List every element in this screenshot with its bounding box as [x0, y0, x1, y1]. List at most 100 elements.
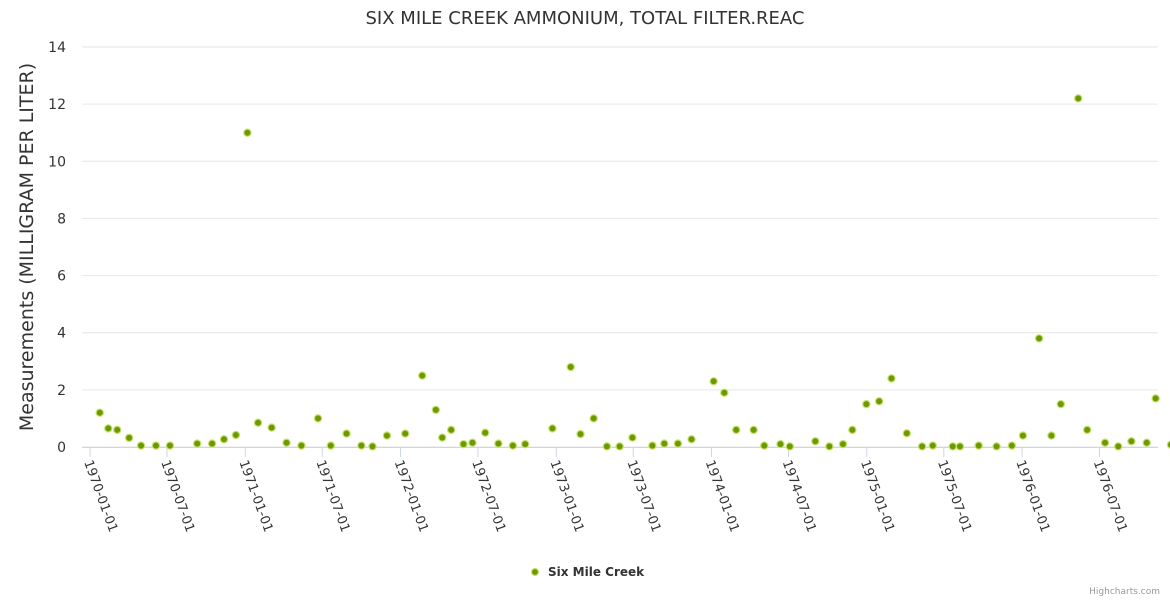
data-point[interactable]: [431, 405, 441, 415]
x-tick-label-11: 1975-07-01: [934, 458, 974, 534]
data-point[interactable]: [267, 423, 276, 432]
data-point[interactable]: [1142, 438, 1151, 447]
data-point[interactable]: [1047, 431, 1056, 440]
data-point[interactable]: [687, 435, 696, 444]
data-point[interactable]: [576, 429, 585, 439]
data-point[interactable]: [566, 362, 575, 372]
data-point[interactable]: [95, 408, 104, 417]
data-point[interactable]: [848, 425, 857, 435]
data-point[interactable]: [418, 371, 427, 380]
data-point[interactable]: [1082, 425, 1092, 435]
legend[interactable]: Six Mile Creek: [530, 565, 646, 579]
x-tick-label-3: 1971-07-01: [313, 458, 353, 534]
x-tick-label-2: 1971-01-01: [236, 458, 276, 534]
data-point[interactable]: [1151, 394, 1160, 403]
data-point[interactable]: [326, 441, 335, 450]
data-point[interactable]: [136, 441, 146, 450]
data-point[interactable]: [113, 425, 122, 435]
data-point[interactable]: [1007, 441, 1017, 450]
legend-marker[interactable]: [530, 567, 540, 577]
data-point[interactable]: [902, 429, 911, 438]
y-tick-label-3: 6: [57, 269, 66, 285]
data-point[interactable]: [785, 442, 795, 451]
data-point[interactable]: [709, 377, 718, 386]
data-point[interactable]: [165, 441, 175, 450]
data-point[interactable]: [648, 441, 657, 450]
data-point[interactable]: [297, 441, 306, 450]
data-point[interactable]: [1127, 437, 1136, 446]
data-point[interactable]: [1034, 334, 1044, 343]
data-point[interactable]: [368, 442, 377, 451]
data-point[interactable]: [811, 437, 820, 446]
data-point[interactable]: [887, 374, 896, 383]
data-point[interactable]: [401, 429, 410, 438]
data-point[interactable]: [615, 442, 624, 451]
data-point[interactable]: [602, 442, 612, 451]
data-point[interactable]: [207, 439, 217, 448]
data-point[interactable]: [760, 441, 769, 450]
data-point[interactable]: [955, 442, 965, 451]
data-point[interactable]: [825, 442, 834, 451]
data-point[interactable]: [1018, 431, 1028, 440]
data-point[interactable]: [313, 414, 323, 423]
data-point[interactable]: [874, 397, 884, 406]
data-point[interactable]: [974, 441, 983, 450]
data-point[interactable]: [992, 442, 1001, 451]
data-point[interactable]: [660, 439, 669, 448]
y-tick-label-1: 2: [57, 383, 66, 399]
data-point[interactable]: [342, 429, 351, 438]
data-point[interactable]: [494, 439, 503, 448]
data-point[interactable]: [459, 439, 468, 449]
chart-title: SIX MILE CREEK AMMONIUM, TOTAL FILTER.RE…: [366, 8, 805, 29]
data-point[interactable]: [357, 441, 366, 450]
legend-item-label[interactable]: Six Mile Creek: [548, 565, 645, 579]
data-point[interactable]: [481, 428, 490, 437]
data-point[interactable]: [438, 433, 447, 442]
data-point[interactable]: [589, 414, 598, 423]
data-point[interactable]: [776, 439, 785, 449]
data-point[interactable]: [1166, 440, 1170, 449]
data-point[interactable]: [468, 438, 477, 447]
data-point[interactable]: [862, 399, 871, 409]
data-point[interactable]: [732, 425, 741, 435]
data-point[interactable]: [219, 435, 229, 444]
x-axis: 1970-01-01 1970-07-01 1971-01-01 1971-07-01…: [80, 447, 1170, 534]
data-point[interactable]: [231, 430, 241, 440]
grid-lines: [82, 46, 1158, 448]
y-tick-label-6: 12: [48, 97, 66, 113]
data-point[interactable]: [151, 441, 161, 450]
data-point[interactable]: [838, 439, 848, 449]
data-point[interactable]: [628, 433, 637, 442]
data-point[interactable]: [720, 388, 729, 397]
data-point[interactable]: [382, 431, 392, 440]
data-point[interactable]: [104, 424, 113, 433]
x-tick-label-13: 1976-07-01: [1090, 458, 1130, 534]
x-tick-label-6: 1973-01-01: [546, 458, 586, 534]
data-point[interactable]: [673, 439, 683, 448]
data-point[interactable]: [124, 433, 134, 443]
data-point[interactable]: [749, 425, 758, 435]
data-point[interactable]: [243, 128, 252, 137]
data-point[interactable]: [508, 441, 518, 450]
data-point[interactable]: [1074, 94, 1083, 103]
y-tick-label-5: 10: [48, 154, 66, 170]
data-point[interactable]: [1114, 442, 1123, 451]
data-point[interactable]: [1100, 438, 1110, 447]
data-point[interactable]: [1056, 399, 1065, 409]
data-point[interactable]: [282, 438, 291, 447]
data-point[interactable]: [917, 442, 927, 451]
data-point[interactable]: [548, 424, 557, 433]
data-point[interactable]: [948, 442, 957, 451]
x-tick-label-8: 1974-01-01: [702, 458, 742, 534]
x-tick-label-4: 1972-01-01: [391, 458, 431, 534]
data-point[interactable]: [193, 439, 202, 448]
y-axis-title: Measurements (MILLIGRAM PER LITER): [16, 63, 38, 431]
data-point[interactable]: [520, 439, 530, 449]
data-point[interactable]: [928, 441, 937, 450]
data-point[interactable]: [253, 418, 263, 427]
data-point[interactable]: [446, 425, 456, 435]
series-six-mile-creek[interactable]: [95, 94, 1170, 451]
credits-link[interactable]: Highcharts.com: [1089, 587, 1160, 597]
x-tick-label-7: 1973-07-01: [623, 458, 663, 534]
